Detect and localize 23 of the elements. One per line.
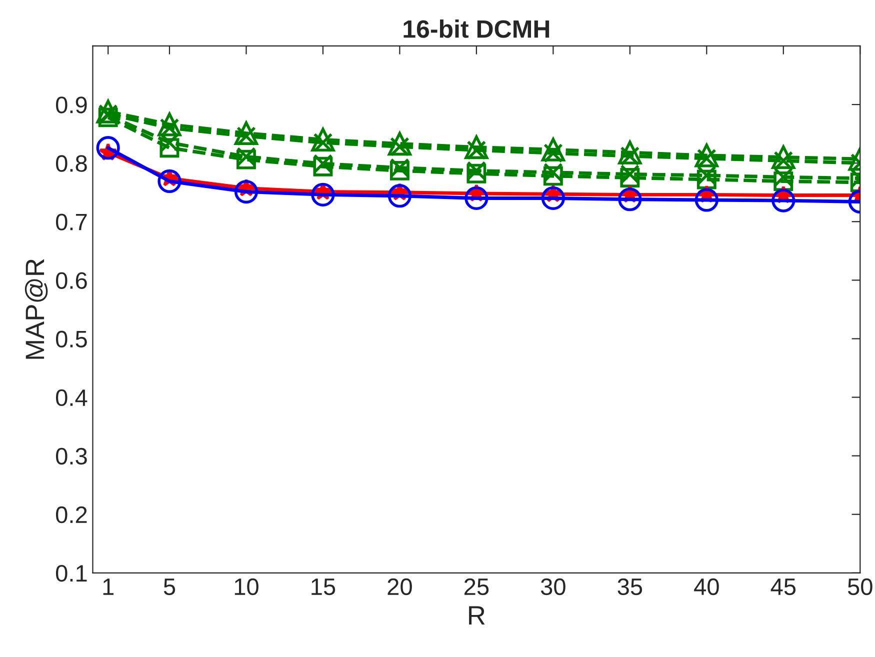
x-tick-label: 25 [464,578,489,596]
y-tick-label: 0.9 [56,96,87,114]
y-tick-label: 0.5 [56,330,87,348]
x-tick-label: 40 [694,578,719,596]
x-tick-label: 5 [164,578,176,596]
y-tick-label: 0.6 [56,272,87,289]
x-tick-label: 35 [618,578,642,596]
y-tick-label: 0.4 [56,389,88,406]
y-tick-label: 0.8 [56,155,87,172]
x-tick-label: 50 [848,578,872,596]
y-tick-label: 0.2 [56,506,87,524]
y-tick-label: 0.7 [56,214,87,230]
y-tick-label: 0.1 [56,564,87,582]
x-tick-label: 15 [312,578,336,596]
x-tick-label: 30 [540,578,566,596]
x-tick-label: 1 [103,578,114,595]
x-tick-label: 45 [770,578,796,596]
y-tick-label: 0.3 [56,448,87,465]
x-tick-label: 10 [234,578,258,596]
chart-title: 16-bit DCMH [404,20,550,38]
y-axis-title: MAP@R [24,259,48,359]
x-axis-title: R [469,606,485,624]
x-tick-label: 20 [388,578,412,596]
